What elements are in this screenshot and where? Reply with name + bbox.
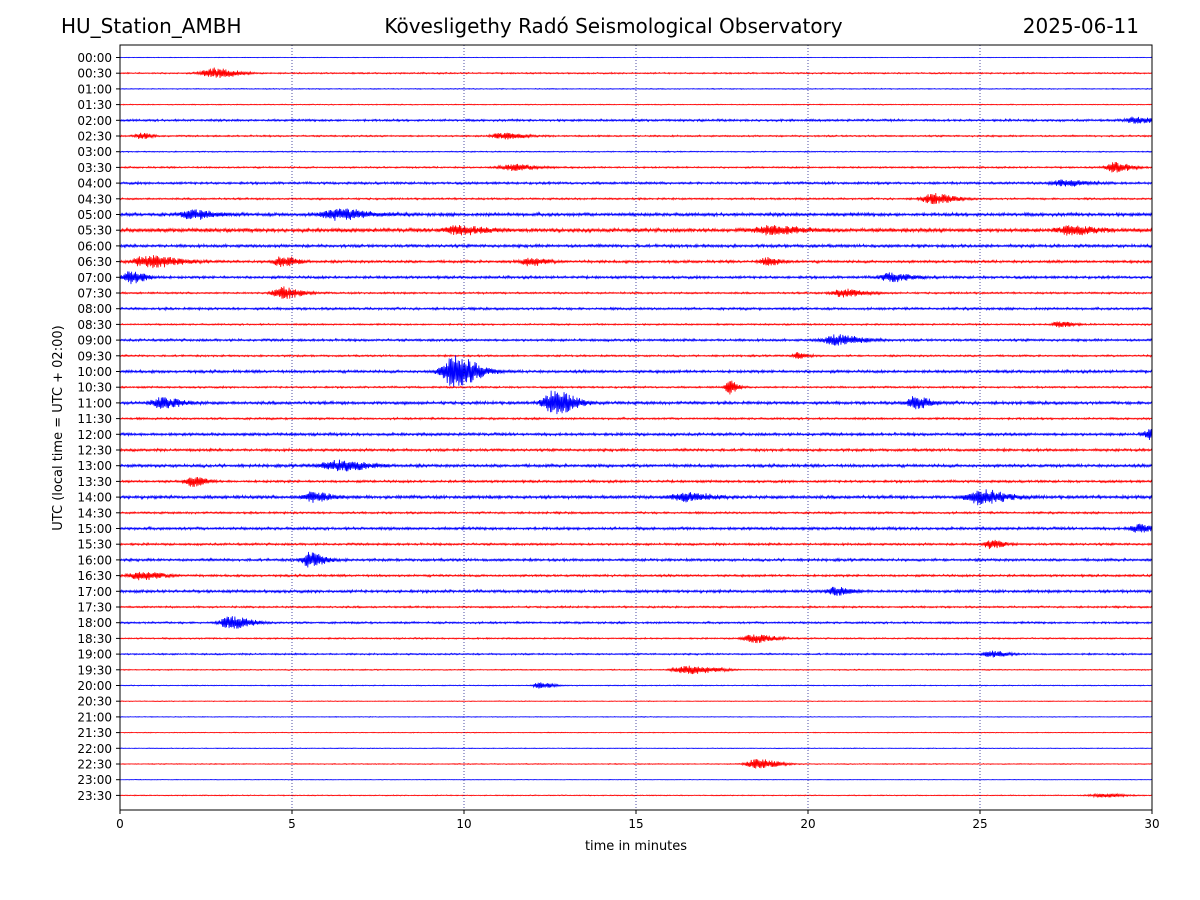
row-label-0530: 05:30 xyxy=(77,224,112,238)
row-label-2100: 21:00 xyxy=(77,710,112,724)
row-label-1330: 13:30 xyxy=(77,475,112,489)
trace-row-1630 xyxy=(119,571,1153,581)
x-tick-label-20: 20 xyxy=(800,817,815,831)
trace-row-2030 xyxy=(119,700,1153,703)
observatory-title: Kövesligethy Radó Seismological Observat… xyxy=(384,14,843,38)
x-tick-label-25: 25 xyxy=(972,817,987,831)
row-label-1500: 15:00 xyxy=(77,522,112,536)
row-label-1100: 11:00 xyxy=(77,396,112,410)
trace-row-2300 xyxy=(119,778,1153,781)
row-label-0400: 04:00 xyxy=(77,177,112,191)
row-label-1130: 11:30 xyxy=(77,412,112,426)
row-label-0030: 00:30 xyxy=(77,67,112,81)
trace-row-1330 xyxy=(119,477,1153,487)
row-label-0300: 03:00 xyxy=(77,145,112,159)
x-axis-label: time in minutes xyxy=(585,839,687,854)
row-label-1900: 19:00 xyxy=(77,648,112,662)
row-label-1030: 10:30 xyxy=(77,381,112,395)
x-tick-label-5: 5 xyxy=(288,817,296,831)
trace-row-0930 xyxy=(119,352,1153,359)
row-label-0800: 08:00 xyxy=(77,302,112,316)
trace-row-0800 xyxy=(119,306,1153,312)
trace-row-0500 xyxy=(119,208,1153,221)
x-tick-label-0: 0 xyxy=(116,817,124,831)
trace-row-2100 xyxy=(119,715,1153,718)
row-label-0330: 03:30 xyxy=(77,161,112,175)
row-label-2300: 23:00 xyxy=(77,773,112,787)
trace-row-0300 xyxy=(119,150,1153,153)
trace-row-0330 xyxy=(119,161,1153,173)
row-label-0630: 06:30 xyxy=(77,255,112,269)
trace-row-0100 xyxy=(119,87,1153,91)
row-label-0500: 05:00 xyxy=(77,208,112,222)
record-date: 2025-06-11 xyxy=(1022,14,1139,38)
row-label-1000: 10:00 xyxy=(77,365,112,379)
trace-row-0530 xyxy=(119,225,1153,236)
trace-row-2000 xyxy=(119,682,1153,689)
station-name: HU_Station_AMBH xyxy=(61,14,242,38)
row-label-1730: 17:30 xyxy=(77,601,112,615)
row-label-0930: 09:30 xyxy=(77,349,112,363)
row-label-2200: 22:00 xyxy=(77,742,112,756)
row-label-2130: 21:30 xyxy=(77,726,112,740)
row-label-0430: 04:30 xyxy=(77,192,112,206)
trace-row-1430 xyxy=(119,510,1153,516)
row-label-0230: 02:30 xyxy=(77,130,112,144)
row-label-0100: 01:00 xyxy=(77,82,112,96)
trace-row-1200 xyxy=(119,428,1153,440)
row-label-1700: 17:00 xyxy=(77,585,112,599)
row-label-1830: 18:30 xyxy=(77,632,112,646)
row-label-1230: 12:30 xyxy=(77,444,112,458)
row-label-0730: 07:30 xyxy=(77,287,112,301)
row-label-2230: 22:30 xyxy=(77,758,112,772)
trace-row-2230 xyxy=(119,759,1153,769)
row-label-2030: 20:30 xyxy=(77,695,112,709)
row-label-0830: 08:30 xyxy=(77,318,112,332)
row-label-0000: 00:00 xyxy=(77,51,112,65)
trace-row-0130 xyxy=(119,103,1153,106)
row-label-2000: 20:00 xyxy=(77,679,112,693)
row-label-1630: 16:30 xyxy=(77,569,112,583)
row-label-2330: 23:30 xyxy=(77,789,112,803)
x-tick-label-15: 15 xyxy=(628,817,643,831)
trace-row-0030 xyxy=(119,67,1153,78)
minute-gridlines xyxy=(291,45,981,810)
row-label-1600: 16:00 xyxy=(77,553,112,567)
row-label-0600: 06:00 xyxy=(77,239,112,253)
trace-row-2200 xyxy=(119,747,1153,750)
trace-row-1130 xyxy=(119,416,1153,421)
row-label-1800: 18:00 xyxy=(77,616,112,630)
x-axis-ticks: 0 5 10 15 20 25 30 xyxy=(116,810,1160,831)
row-label-0900: 09:00 xyxy=(77,334,112,348)
row-label-1400: 14:00 xyxy=(77,491,112,505)
trace-row-1400 xyxy=(119,489,1153,506)
trace-row-0700 xyxy=(119,271,1153,285)
x-tick-label-10: 10 xyxy=(456,817,471,831)
y-axis-label: UTC (local time = UTC + 02:00) xyxy=(51,325,66,530)
x-tick-label-30: 30 xyxy=(1144,817,1159,831)
row-label-1430: 14:30 xyxy=(77,506,112,520)
trace-row-1000 xyxy=(119,355,1153,389)
row-label-0130: 01:30 xyxy=(77,98,112,112)
trace-row-1800 xyxy=(119,616,1153,629)
trace-row-1600 xyxy=(119,551,1153,568)
row-label-1300: 13:00 xyxy=(77,459,112,473)
row-label-1930: 19:30 xyxy=(77,663,112,677)
row-label-1200: 12:00 xyxy=(77,428,112,442)
trace-row-1530 xyxy=(119,539,1153,550)
trace-row-1830 xyxy=(119,634,1153,644)
row-label-1530: 15:30 xyxy=(77,538,112,552)
row-label-0200: 02:00 xyxy=(77,114,112,128)
row-label-0700: 07:00 xyxy=(77,271,112,285)
